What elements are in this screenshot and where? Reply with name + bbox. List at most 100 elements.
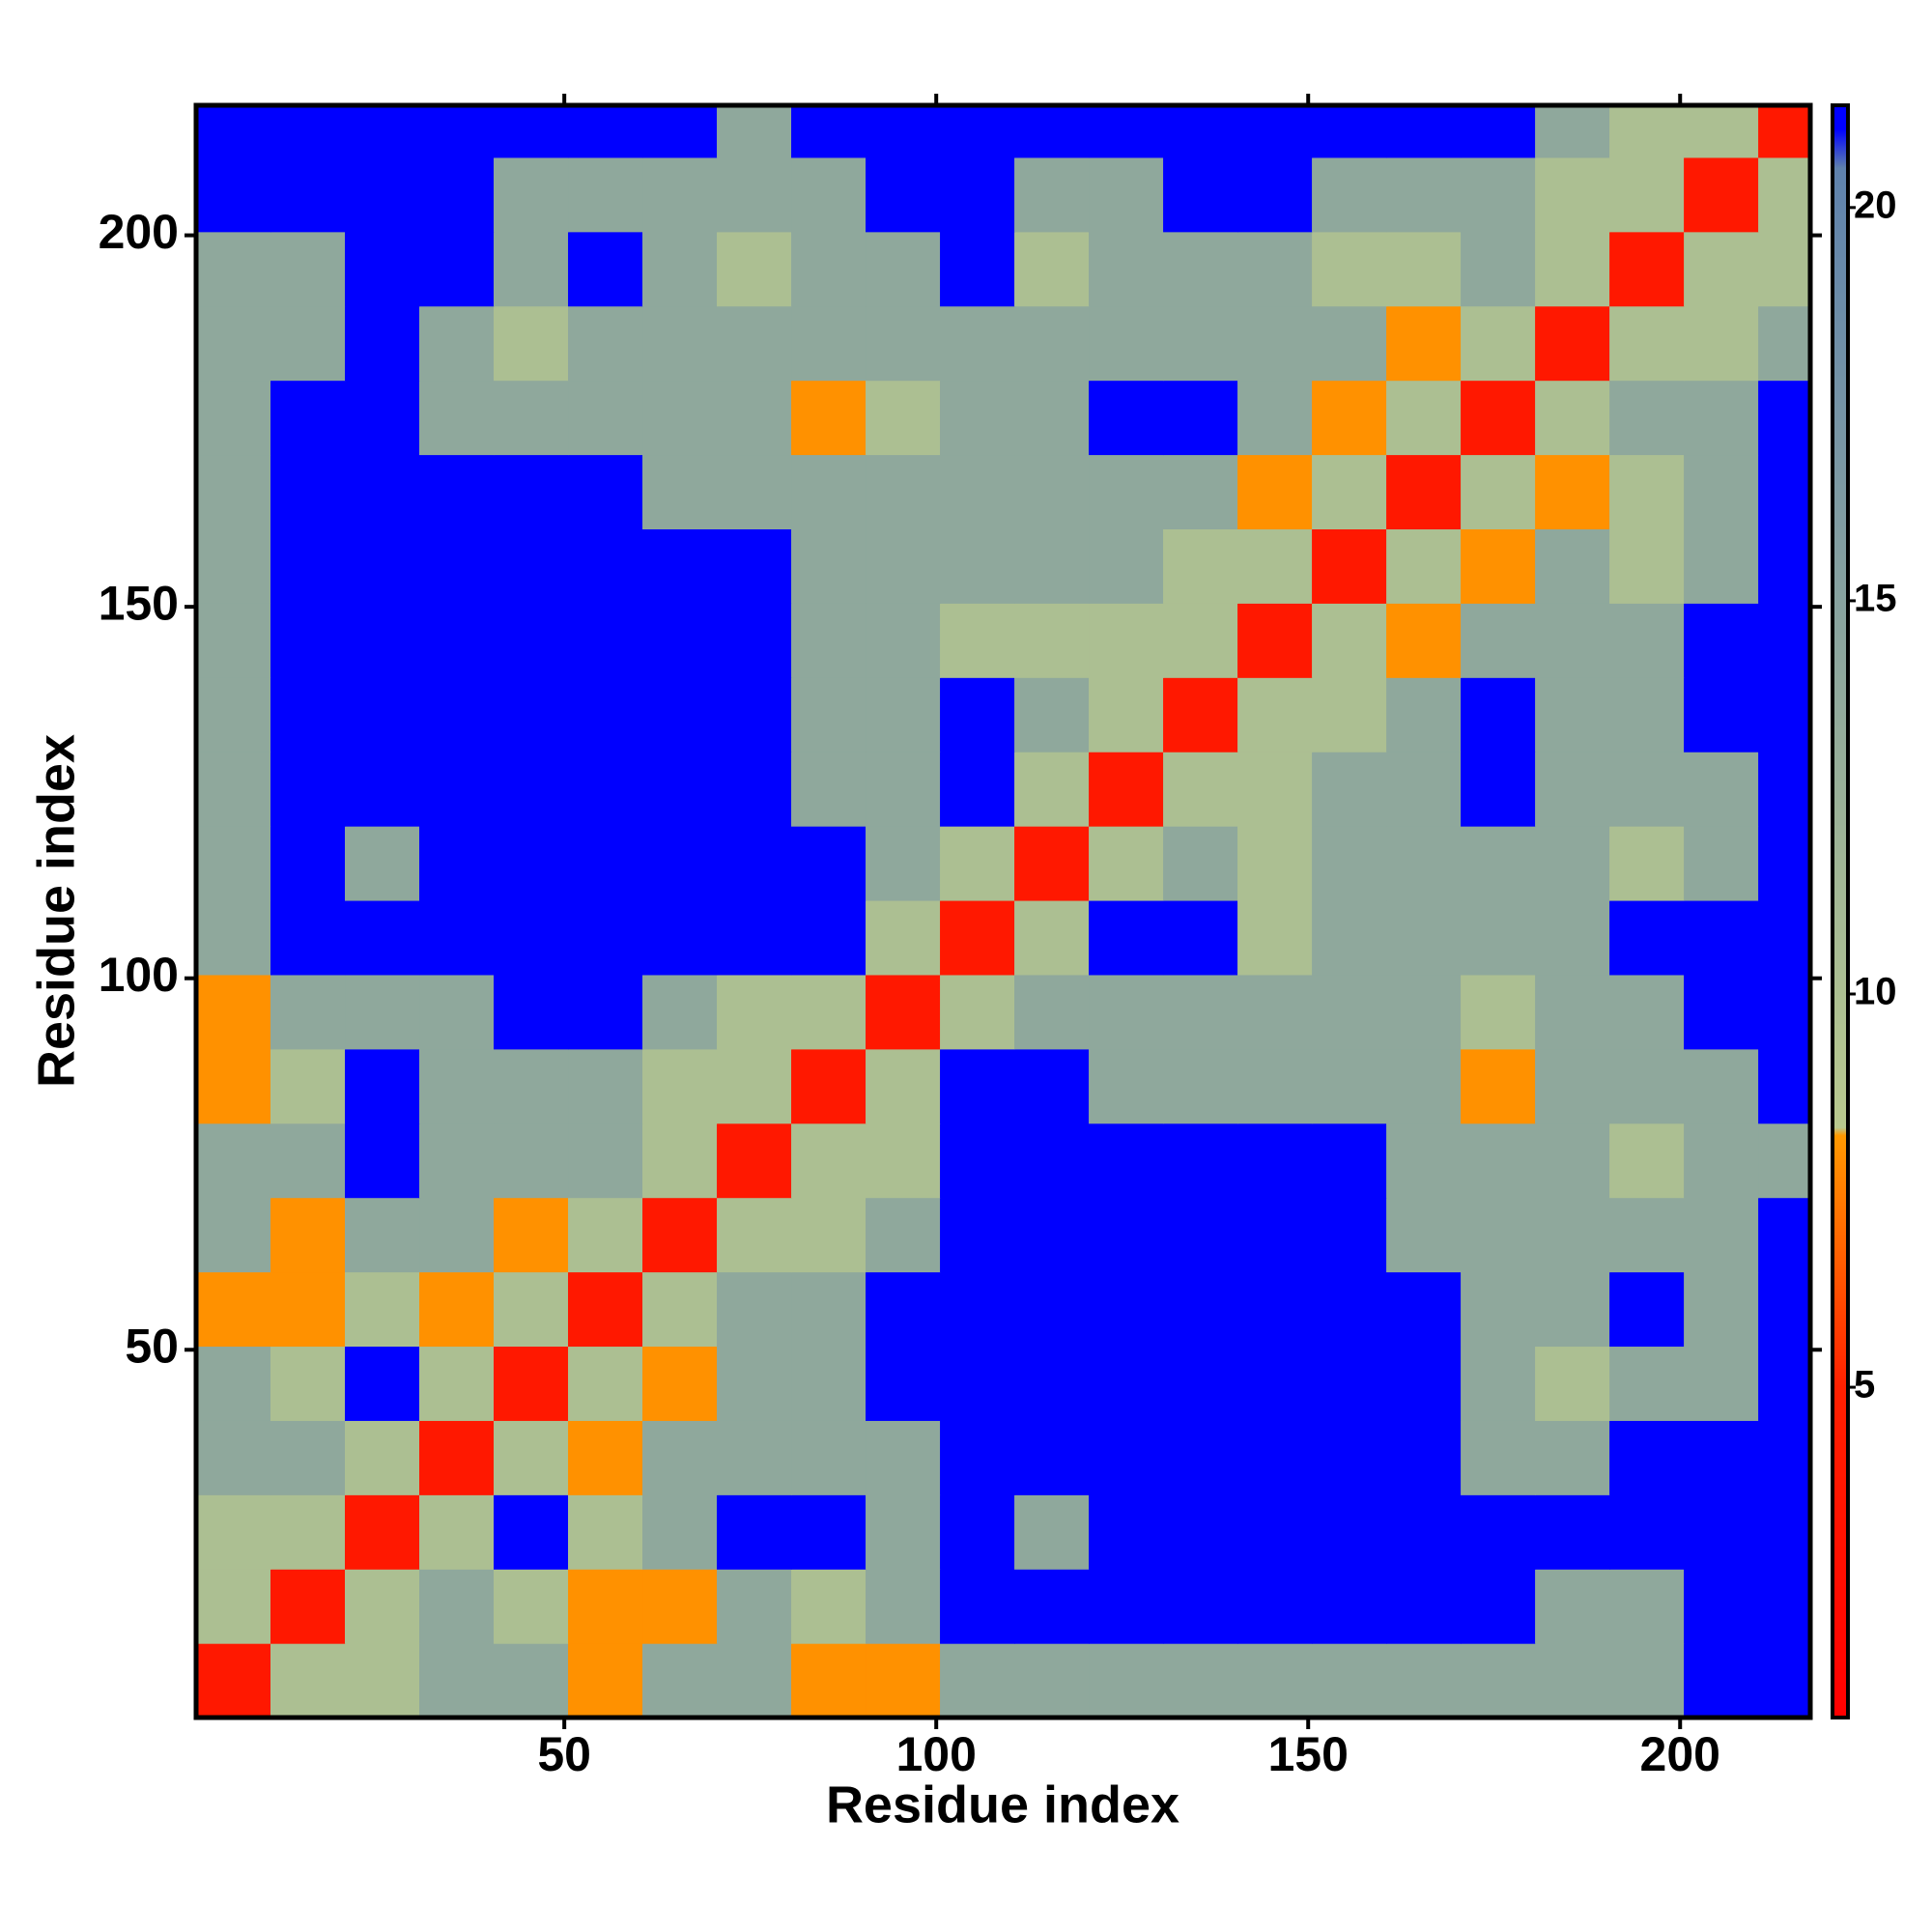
heatmap-cell — [642, 305, 718, 382]
heatmap-cell — [1758, 1271, 1811, 1348]
x-tick-label: 50 — [537, 1727, 591, 1781]
heatmap-cell — [717, 1494, 792, 1570]
heatmap-cell — [419, 974, 495, 1050]
heatmap-cell — [717, 454, 792, 530]
heatmap-cell — [1237, 1643, 1313, 1719]
heatmap-cell — [345, 231, 420, 307]
heatmap-cell — [1758, 231, 1811, 307]
heatmap-cell — [717, 1271, 792, 1348]
heatmap-cell — [1609, 1197, 1685, 1273]
heatmap-cell — [1684, 1197, 1759, 1273]
heatmap-cell — [1758, 454, 1811, 530]
heatmap-cell — [196, 528, 271, 604]
heatmap-cell — [1089, 1271, 1164, 1348]
heatmap-cell — [642, 380, 718, 456]
heatmap-cell — [791, 826, 867, 901]
heatmap-cell — [196, 1122, 271, 1199]
heatmap-cell — [1089, 1122, 1164, 1199]
heatmap-cell — [791, 899, 867, 976]
heatmap-cell — [1386, 305, 1462, 382]
heatmap-cell — [1312, 1048, 1387, 1124]
heatmap-cell — [866, 974, 941, 1050]
heatmap-cell — [791, 677, 867, 753]
heatmap-cell — [1535, 677, 1610, 753]
heatmap-cell — [1163, 380, 1238, 456]
heatmap-cell — [717, 826, 792, 901]
heatmap-cell — [1461, 603, 1536, 678]
heatmap-cell — [1758, 899, 1811, 976]
heatmap-cell — [1312, 1197, 1387, 1273]
heatmap-cell — [940, 1569, 1015, 1644]
heatmap-cell — [345, 826, 420, 901]
heatmap-cell — [1237, 1569, 1313, 1644]
heatmap-cell — [494, 677, 569, 753]
heatmap-cell — [940, 974, 1015, 1050]
heatmap-cell — [940, 305, 1015, 382]
heatmap-cell — [1089, 1346, 1164, 1421]
heatmap-cell — [1684, 1122, 1759, 1199]
heatmap-cell — [717, 1643, 792, 1719]
heatmap-cell — [494, 1271, 569, 1348]
heatmap-cell — [1461, 231, 1536, 307]
heatmap-cell — [791, 1197, 867, 1273]
heatmap-cell — [642, 156, 718, 233]
heatmap-cell — [568, 454, 643, 530]
heatmap-cell — [1461, 974, 1536, 1050]
heatmap-cell — [1312, 603, 1387, 678]
heatmap-cell — [866, 603, 941, 678]
heatmap-cell — [494, 1346, 569, 1421]
heatmap-cell — [717, 603, 792, 678]
heatmap-cell — [1237, 528, 1313, 604]
heatmap-cell — [642, 826, 718, 901]
heatmap-cell — [1758, 1420, 1811, 1495]
heatmap-cell — [1014, 156, 1090, 233]
heatmap-cell — [494, 826, 569, 901]
heatmap-cell — [1014, 105, 1090, 158]
heatmap-cell — [1089, 528, 1164, 604]
heatmap-cell — [196, 231, 271, 307]
heatmap-cell — [1386, 677, 1462, 753]
heatmap-cell — [568, 105, 643, 158]
heatmap-cell — [866, 380, 941, 456]
heatmap-cell — [419, 105, 495, 158]
heatmap-cell — [1386, 528, 1462, 604]
heatmap-cell — [1163, 752, 1238, 827]
heatmap-cell — [1758, 1122, 1811, 1199]
heatmap-cell — [791, 454, 867, 530]
heatmap-cell — [1089, 1197, 1164, 1273]
heatmap-cell — [1014, 380, 1090, 456]
heatmap-cell — [345, 305, 420, 382]
heatmap-cell — [568, 1569, 643, 1644]
heatmap-cell — [866, 156, 941, 233]
colorbar — [1831, 103, 1850, 1719]
heatmap-cell — [717, 1346, 792, 1421]
heatmap-cell — [196, 1643, 271, 1719]
heatmap-cell — [1163, 1494, 1238, 1570]
heatmap-cell — [1461, 380, 1536, 456]
heatmap-cell — [1758, 105, 1811, 158]
heatmap-cell — [642, 231, 718, 307]
heatmap-cell — [866, 454, 941, 530]
heatmap-cell — [419, 528, 495, 604]
heatmap-cell — [1312, 677, 1387, 753]
heatmap-cell — [866, 231, 941, 307]
heatmap-cell — [1386, 1643, 1462, 1719]
heatmap-cell — [270, 974, 346, 1050]
heatmap-cell — [1163, 1048, 1238, 1124]
heatmap-cell — [940, 1197, 1015, 1273]
heatmap-cell — [1312, 528, 1387, 604]
heatmap-cell — [1237, 1122, 1313, 1199]
heatmap-cell — [940, 1346, 1015, 1421]
heatmap-cell — [940, 1420, 1015, 1495]
heatmap-cell — [866, 1420, 941, 1495]
heatmap-cell — [419, 1346, 495, 1421]
heatmap-cell — [1237, 1271, 1313, 1348]
heatmap-cell — [1312, 1643, 1387, 1719]
heatmap-cell — [345, 974, 420, 1050]
heatmap-cell — [1386, 454, 1462, 530]
heatmap-cell — [1312, 380, 1387, 456]
heatmap-cell — [940, 826, 1015, 901]
heatmap-cell — [791, 1643, 867, 1719]
heatmap-cell — [1163, 454, 1238, 530]
heatmap-cell — [1089, 454, 1164, 530]
